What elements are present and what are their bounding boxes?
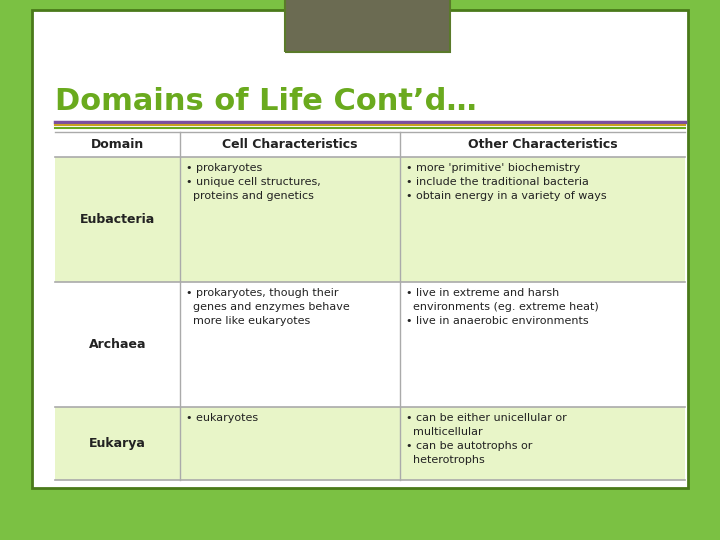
Text: • can be either unicellular or
  multicellular
• can be autotrophs or
  heterotr: • can be either unicellular or multicell… (406, 413, 567, 465)
Text: • eukaryotes: • eukaryotes (186, 413, 258, 423)
Text: Eubacteria: Eubacteria (80, 213, 155, 226)
Bar (55, 407, 685, 480)
Bar (32, 10, 688, 488)
Bar (285, 0, 450, 52)
Bar (285, 0, 450, 52)
Text: Domains of Life Cont’d…: Domains of Life Cont’d… (55, 87, 477, 116)
Text: • more 'primitive' biochemistry
• include the traditional bacteria
• obtain ener: • more 'primitive' biochemistry • includ… (406, 163, 607, 201)
Text: • prokaryotes, though their
  genes and enzymes behave
  more like eukaryotes: • prokaryotes, though their genes and en… (186, 288, 350, 326)
Text: Archaea: Archaea (89, 338, 146, 351)
Bar (55, 282, 685, 407)
Text: • live in extreme and harsh
  environments (eg. extreme heat)
• live in anaerobi: • live in extreme and harsh environments… (406, 288, 599, 326)
Text: Cell Characteristics: Cell Characteristics (222, 138, 358, 151)
Text: Domain: Domain (91, 138, 144, 151)
Bar (55, 157, 685, 282)
Text: • prokaryotes
• unique cell structures,
  proteins and genetics: • prokaryotes • unique cell structures, … (186, 163, 320, 201)
Text: Other Characteristics: Other Characteristics (468, 138, 617, 151)
Text: Eukarya: Eukarya (89, 437, 146, 450)
